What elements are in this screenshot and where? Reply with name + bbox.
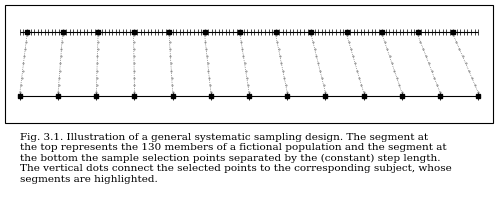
FancyBboxPatch shape bbox=[5, 5, 493, 123]
Text: Fig. 3.1. Illustration of a general systematic sampling design. The segment at
t: Fig. 3.1. Illustration of a general syst… bbox=[20, 133, 452, 184]
